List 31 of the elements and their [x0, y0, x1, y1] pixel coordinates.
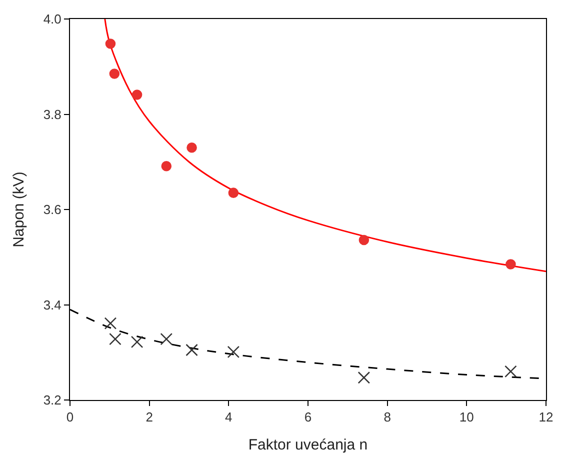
x-tick-label: 6 — [304, 410, 312, 425]
y-tick-label: 3.2 — [43, 392, 62, 408]
point — [130, 336, 144, 348]
x-tick-label: 10 — [459, 410, 474, 425]
x-tick-label: 4 — [225, 410, 232, 425]
point — [105, 38, 116, 49]
y-axis-title: Napon (kV) — [10, 172, 28, 248]
point — [228, 188, 239, 198]
y-tick-label: 3.4 — [43, 297, 62, 312]
point — [109, 68, 120, 79]
x-tick-label: 12 — [538, 410, 554, 425]
point — [160, 332, 173, 346]
x-tick-label: 2 — [146, 410, 153, 425]
point — [358, 371, 370, 384]
point — [358, 234, 370, 246]
point — [132, 90, 142, 100]
x-tick-label: 8 — [384, 410, 391, 425]
point — [506, 259, 516, 270]
x-tick-label: 0 — [66, 410, 74, 425]
point — [227, 346, 240, 358]
point — [504, 365, 517, 378]
y-tick-label: 4.0 — [43, 12, 62, 27]
line-series — [104, 19, 546, 272]
y-tick-label: 3.8 — [43, 106, 62, 122]
point — [186, 344, 198, 356]
point — [161, 161, 172, 172]
point — [109, 332, 122, 346]
point — [186, 142, 197, 153]
x-axis-title: Faktor uvećanja n — [248, 436, 368, 454]
point — [104, 317, 117, 330]
y-tick-label: 3.6 — [43, 202, 62, 218]
